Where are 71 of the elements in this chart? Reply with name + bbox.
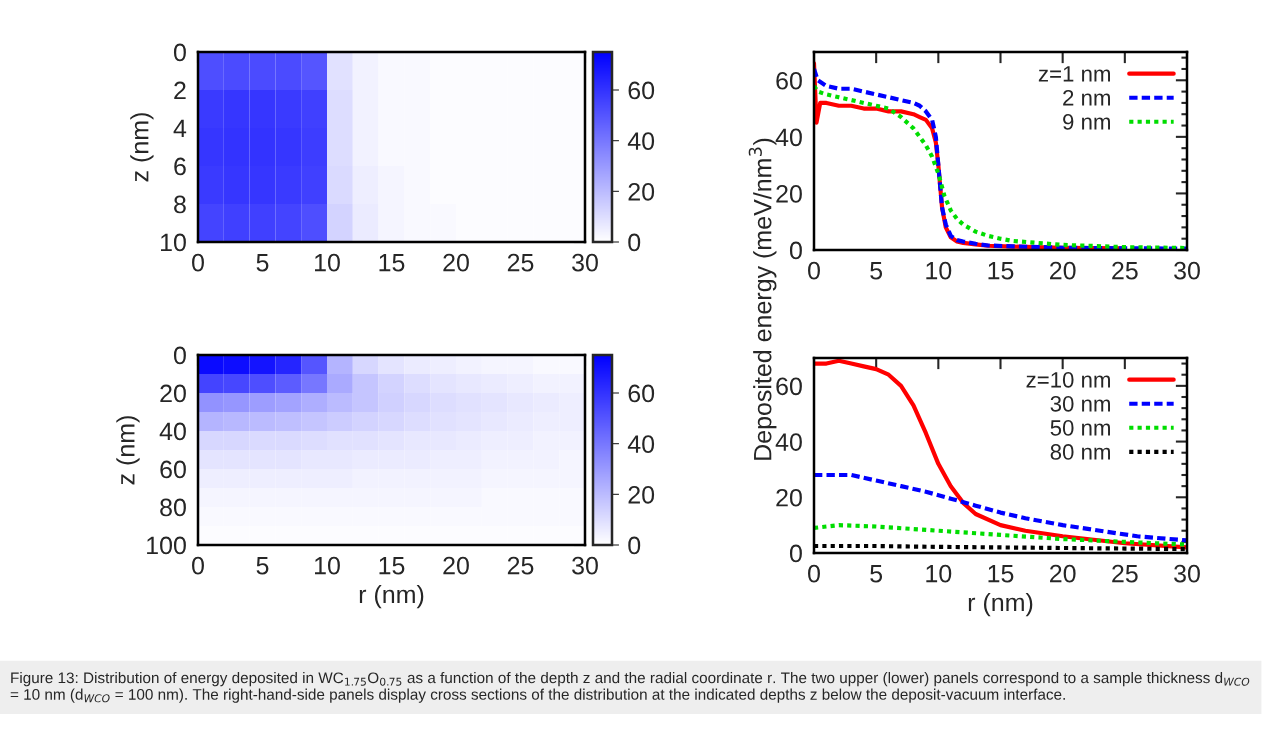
x-tick-label: 0 (808, 564, 820, 583)
y-tick-label: 0 (789, 544, 802, 563)
x-tick-label: 15 (988, 262, 1014, 280)
legend-label: 9 nm (1063, 114, 1110, 130)
x-tick-label: 25 (507, 556, 534, 575)
x-tick-label: 20 (1050, 564, 1076, 583)
x-tick-label: 5 (256, 557, 269, 575)
y-tick-label: 8 (174, 195, 186, 214)
y-tick-label: 80 (160, 498, 186, 517)
y-axis-title: z (nm) (130, 113, 154, 182)
x-tick-label: 15 (988, 565, 1014, 583)
x-tick-label: 10 (926, 564, 952, 583)
x-tick-label: 0 (192, 253, 204, 272)
color-bar-label: 40 (627, 435, 655, 453)
x-tick-label: 30 (1174, 564, 1200, 583)
x-tick-label: 25 (1112, 564, 1138, 583)
y-tick-label: 4 (173, 119, 187, 138)
color-bar-label: 0 (628, 536, 641, 555)
y-tick-label: 0 (789, 241, 802, 260)
legend-label: z=10 nm (1026, 371, 1110, 388)
text: Figure 13: Distribution of energy deposited in WC$_{1.75}$O$_{0.75}$ as a function of the depth z and the radial coordinate r. The two upper (lower) panels correspond to a sample thickness d$_{WCO}$ = 10 nm (d$_{WCO}$ = 100 nm). The right-hand-side panels display cross sections of the distribution at the indicated depths z below the deposit-vacuum interface. (10, 672, 1250, 703)
x-tick-label: 10 (315, 253, 340, 272)
x-tick-label: 20 (1050, 261, 1076, 280)
y-tick-label: 0 (173, 346, 186, 365)
y-tick-label: 2 (174, 81, 186, 100)
line-series (814, 523, 1187, 547)
x-tick-label: 20 (443, 253, 469, 272)
y-tick-label: 60 (776, 71, 802, 90)
x-tick-label: 5 (256, 254, 269, 272)
x-tick-label: 15 (379, 557, 405, 575)
x-tick-label: 0 (808, 261, 820, 280)
color-bar-label: 60 (628, 384, 655, 403)
x-tick-label: 30 (572, 253, 598, 272)
x-axis-title: r (nm) (359, 584, 424, 609)
legend-label: 2 nm (1063, 89, 1110, 106)
color-bar-label: 20 (628, 485, 655, 504)
y-tick-label: 100 (147, 536, 186, 555)
color-bar-label: 40 (627, 132, 655, 150)
y-tick-label: 0 (173, 43, 186, 62)
y-tick-label: 60 (160, 460, 186, 479)
x-tick-label: 5 (870, 565, 883, 583)
y-tick-label: 6 (174, 157, 186, 176)
y-tick-label: 40 (159, 422, 186, 441)
y-tick-label: 20 (160, 384, 186, 403)
line-series (814, 472, 1187, 543)
y-tick-label: 10 (160, 233, 186, 252)
legend-label: z=1 nm (1038, 66, 1110, 82)
y-tick-label: 20 (776, 185, 802, 203)
y-tick-label: 60 (776, 377, 802, 396)
x-tick-label: 30 (1174, 261, 1200, 280)
color-bar-label: 60 (628, 81, 655, 100)
x-axis-title: r (nm) (968, 592, 1033, 617)
y-axis-title: Deposited energy (meV/nm$^{3}$) (748, 138, 777, 460)
legend-label: 30 nm (1050, 395, 1110, 412)
x-tick-label: 15 (379, 254, 405, 272)
x-tick-label: 20 (443, 556, 469, 575)
legend-label: 50 nm (1050, 420, 1110, 436)
y-tick-label: 20 (776, 488, 802, 507)
x-tick-label: 25 (507, 253, 534, 272)
y-tick-label: 40 (775, 433, 802, 451)
x-tick-label: 0 (192, 556, 204, 575)
x-tick-label: 10 (315, 556, 340, 575)
x-tick-label: 10 (926, 261, 952, 280)
color-bar-label: 20 (628, 182, 655, 201)
x-tick-label: 25 (1112, 261, 1138, 280)
y-axis-title: z (nm) (116, 416, 140, 485)
x-tick-label: 30 (572, 556, 598, 575)
y-tick-label: 40 (775, 128, 802, 147)
color-bar-label: 0 (628, 233, 641, 252)
x-tick-label: 5 (870, 262, 883, 280)
legend-label: 80 nm (1050, 444, 1110, 460)
